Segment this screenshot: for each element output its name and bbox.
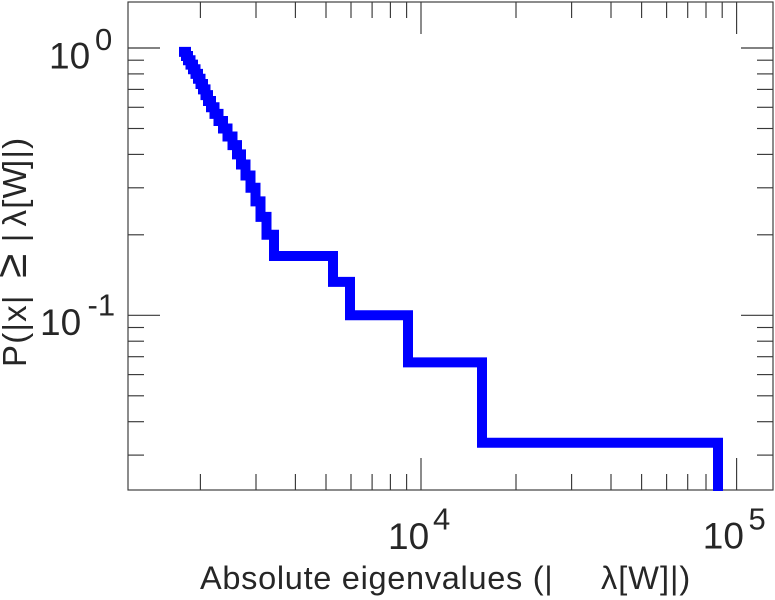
svg-text:10: 10 <box>703 516 744 557</box>
svg-text:10: 10 <box>49 36 90 77</box>
svg-text:-1: -1 <box>88 287 116 322</box>
svg-text:0: 0 <box>95 22 112 57</box>
svg-text:λ[W]|): λ[W]|) <box>601 560 691 596</box>
svg-text:P(|x| ≥ |λ[W]|): P(|x| ≥ |λ[W]|) <box>0 137 36 367</box>
svg-text:5: 5 <box>749 502 766 537</box>
svg-text:10: 10 <box>388 516 429 557</box>
svg-text:4: 4 <box>433 502 450 537</box>
svg-text:Absolute eigenvalues (|: Absolute eigenvalues (| <box>200 560 553 596</box>
svg-text:10: 10 <box>40 302 81 343</box>
